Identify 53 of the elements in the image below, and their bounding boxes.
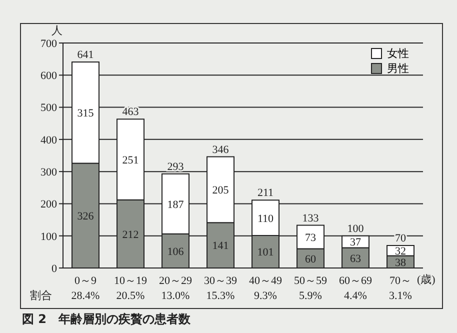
y-tick-label: 0 [52, 262, 58, 275]
x-tick-label: 10～19 [114, 274, 148, 287]
text: 5.9% [299, 290, 322, 302]
text: 3.1% [389, 290, 412, 302]
text: 割合 [30, 289, 52, 302]
text: 20.5% [116, 290, 145, 302]
text: 図 2 年齢層別の疾贅の患者数 [22, 312, 192, 326]
total-label: 346 [212, 144, 230, 156]
data-label: 63 [350, 252, 362, 265]
y-tick-label: 200 [40, 198, 58, 211]
total-label: 211 [257, 187, 274, 200]
x-tick-label: 60～69 [339, 274, 372, 287]
data-label: 187 [167, 198, 184, 211]
text: 9.3% [254, 290, 277, 302]
x-tick-label: 0～9 [74, 274, 97, 287]
data-label: 141 [212, 240, 229, 252]
y-tick-label: 400 [40, 134, 58, 146]
data-label: 251 [122, 154, 139, 166]
data-label: 212 [122, 228, 139, 241]
x-tick-label: 50～59 [294, 274, 328, 287]
y-tick-label: 700 [40, 38, 58, 50]
data-label: 205 [212, 184, 230, 197]
total-label: 463 [122, 106, 140, 118]
y-tick-label: 600 [40, 70, 58, 82]
text: 15.3% [206, 290, 235, 302]
x-tick-label: 30～39 [204, 274, 238, 287]
data-label: 32 [395, 246, 406, 258]
y-tick-label: 500 [40, 102, 58, 114]
total-label: 133 [302, 212, 320, 224]
text: 13.0% [161, 290, 190, 302]
legend-label: 女性 [387, 46, 409, 61]
data-label: 106 [167, 246, 184, 258]
total-label: 293 [167, 160, 184, 173]
data-label: 326 [77, 210, 94, 223]
data-label: 60 [305, 253, 316, 266]
x-tick-label: 20～29 [159, 274, 192, 287]
text: 4.4% [344, 290, 367, 302]
data-label: 73 [305, 232, 316, 244]
text: 28.4% [71, 290, 100, 302]
total-label: 100 [347, 222, 364, 235]
y-tick-label: 300 [40, 166, 58, 178]
data-label: 101 [257, 246, 274, 259]
data-label: 110 [257, 212, 274, 225]
x-tick-label: 70～ [390, 274, 412, 287]
y-axis-title: 人 [52, 24, 62, 37]
x-axis-title: (歳) [417, 273, 436, 286]
total-label: 641 [77, 48, 94, 61]
legend-label: 男性 [387, 61, 409, 76]
data-label: 315 [77, 107, 94, 120]
data-label: 37 [350, 236, 362, 249]
x-tick-label: 40～49 [249, 274, 282, 287]
y-tick-label: 100 [40, 230, 58, 243]
data-label: 38 [395, 256, 406, 269]
